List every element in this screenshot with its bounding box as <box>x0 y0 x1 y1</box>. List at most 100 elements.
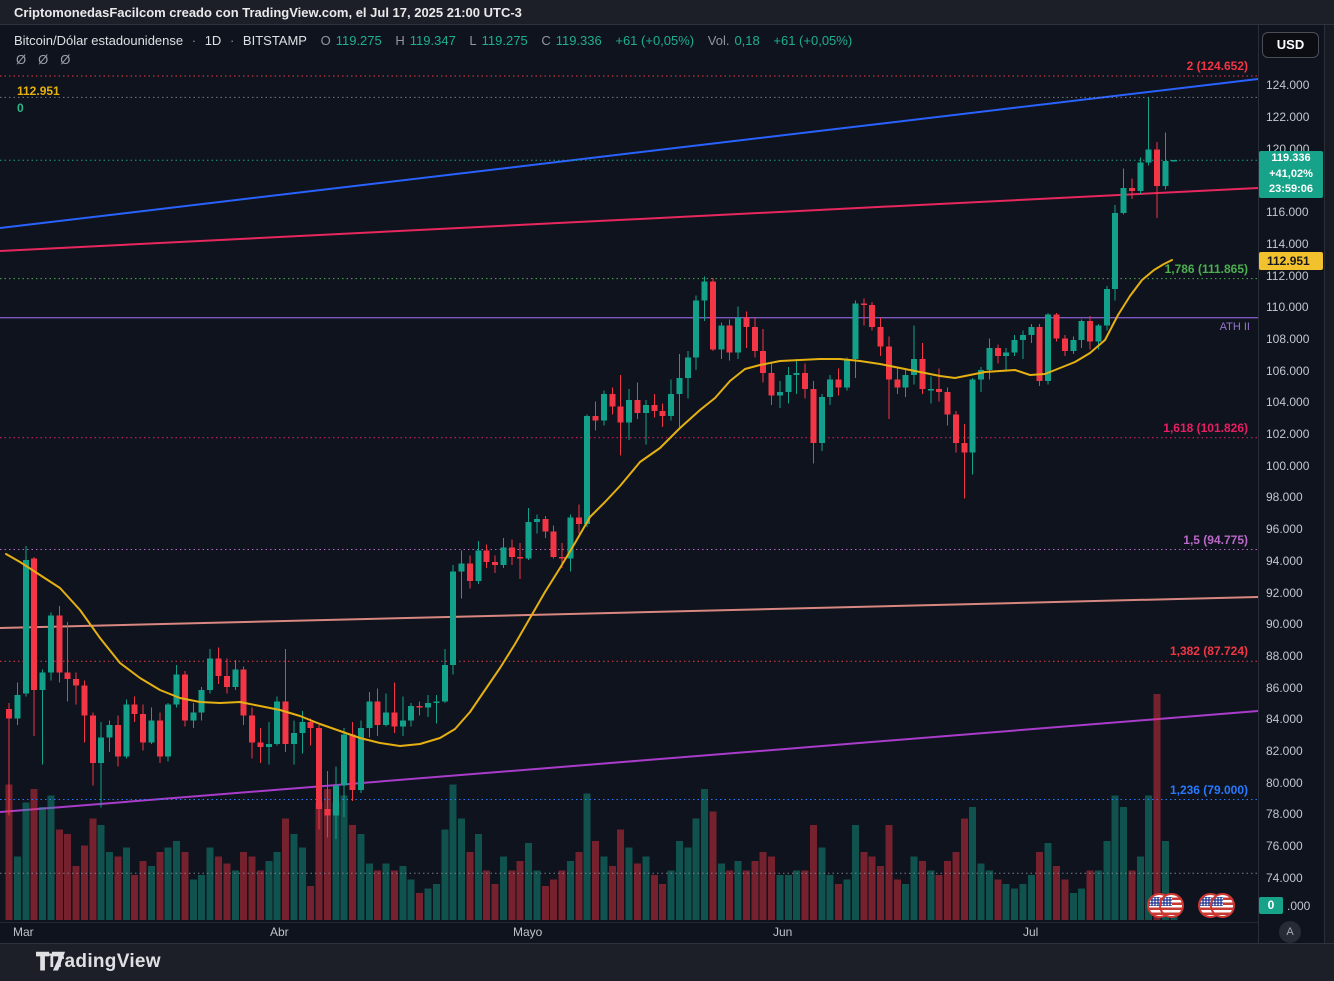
candle-body <box>894 379 901 388</box>
volume-bar <box>533 870 541 920</box>
candle-body <box>450 571 457 665</box>
volume-bar <box>432 883 440 920</box>
indicator-toggle-icon[interactable]: Ø <box>60 52 71 67</box>
legend-separator: · <box>191 33 197 48</box>
symbol-name[interactable]: Bitcoin/Dólar estadounidense <box>14 33 184 48</box>
auto-scale-button[interactable]: A <box>1279 921 1301 943</box>
volume-bar <box>851 825 859 920</box>
volume-bar <box>499 856 507 920</box>
price-axis-label: 112.000 <box>1266 268 1309 283</box>
candle-body <box>911 358 918 375</box>
price-axis-label: 88.000 <box>1266 648 1303 663</box>
indicator-toggle-icon[interactable]: Ø <box>16 52 27 67</box>
candle-body <box>785 374 792 393</box>
volume-bar <box>1019 883 1027 920</box>
candle-body <box>64 672 71 680</box>
volume-bar <box>89 818 97 920</box>
volume-bar <box>692 818 700 920</box>
fib-anchor-price-label: 112.951 <box>17 84 60 98</box>
pink-ascending-trendline[interactable] <box>0 187 1259 252</box>
volume-bar <box>742 870 750 920</box>
candle-body <box>525 522 532 559</box>
time-axis-label: Mar <box>13 925 34 939</box>
candle-body <box>542 519 549 532</box>
volume-bar <box>449 784 457 920</box>
candle-body <box>433 701 440 703</box>
candle-body <box>223 675 230 688</box>
candle-body <box>1019 335 1026 340</box>
volume-bar <box>1128 870 1136 920</box>
candle-body <box>575 517 582 524</box>
candles[interactable] <box>6 97 1177 840</box>
candle-body <box>760 351 767 374</box>
price-axis-label: 102.000 <box>1266 427 1310 441</box>
indicator-toggle-icon[interactable]: Ø <box>38 52 49 67</box>
price-axis-label: 86.000 <box>1266 680 1303 695</box>
price-axis-label: 116.000 <box>1266 205 1309 220</box>
volume-bar <box>684 847 692 920</box>
volume-bar <box>223 863 231 920</box>
volume-bar <box>751 861 759 920</box>
price-axis-label: 90.000 <box>1266 617 1303 632</box>
fib-level-label: 1,382 (87.724) <box>1169 644 1248 659</box>
candle-body <box>1028 327 1035 336</box>
candle-body <box>1053 314 1060 339</box>
candle-body <box>969 379 976 453</box>
currency-toggle-button[interactable]: USD <box>1262 32 1319 58</box>
candle-body <box>1087 320 1094 342</box>
volume-change-label: +61 (+0,05%) <box>773 33 853 48</box>
tradingview-brand-text: TradingView <box>46 951 161 972</box>
salmon-ascending-trendline[interactable] <box>0 596 1259 629</box>
price-axis-label: 94.000 <box>1266 553 1303 568</box>
volume-bar <box>1078 888 1086 920</box>
candle-body <box>366 701 373 729</box>
volume-bar <box>625 847 633 920</box>
volume-bar <box>198 874 206 920</box>
interval-label[interactable]: 1D <box>204 33 222 48</box>
volume-bar <box>977 863 985 920</box>
volume-bar <box>994 879 1002 920</box>
volume-bar <box>256 870 264 920</box>
volume-bar <box>491 883 499 920</box>
volume-bar <box>918 861 926 920</box>
magenta-ascending-trendline[interactable] <box>0 710 1259 813</box>
price-axis-label: 122.000 <box>1266 110 1310 125</box>
volume-bar <box>265 861 273 920</box>
volume-bar <box>566 861 574 920</box>
volume-bar <box>1027 874 1035 920</box>
candle-body <box>952 414 959 443</box>
moving-average-line[interactable] <box>5 259 1173 747</box>
candle-body <box>89 715 96 764</box>
candle-body <box>383 712 390 726</box>
candle-body <box>860 303 867 306</box>
volume-bar <box>390 870 398 920</box>
volume-bar <box>349 825 357 920</box>
candle-body <box>718 325 725 350</box>
candle-body <box>751 327 758 352</box>
price-axis-separator <box>1258 25 1259 943</box>
time-axis-label: Jun <box>773 925 793 939</box>
candle-body <box>274 701 281 745</box>
ohlc-open: O 119.275 <box>320 33 382 48</box>
candle-body <box>399 720 406 727</box>
tradingview-brand[interactable]: TradingView <box>36 951 161 973</box>
volume-bar <box>575 852 583 920</box>
volume-bar <box>1094 870 1102 920</box>
candle-body <box>123 704 130 757</box>
volume-bar <box>650 874 658 920</box>
symbol-legend[interactable]: Bitcoin/Dólar estadounidense · 1D · BITS… <box>14 33 857 48</box>
candle-body <box>290 732 297 745</box>
volume-bar <box>399 865 407 920</box>
us-flag-pair <box>1147 893 1184 918</box>
blue-ascending-trendline[interactable] <box>0 78 1259 229</box>
volume-bar <box>189 879 197 920</box>
candle-body <box>475 550 482 581</box>
candle-body <box>919 358 926 390</box>
candle-body <box>986 347 993 371</box>
candle-body <box>994 347 1001 356</box>
volume-bar <box>550 879 558 920</box>
candle-body <box>802 373 809 390</box>
candle-body <box>1095 325 1102 342</box>
